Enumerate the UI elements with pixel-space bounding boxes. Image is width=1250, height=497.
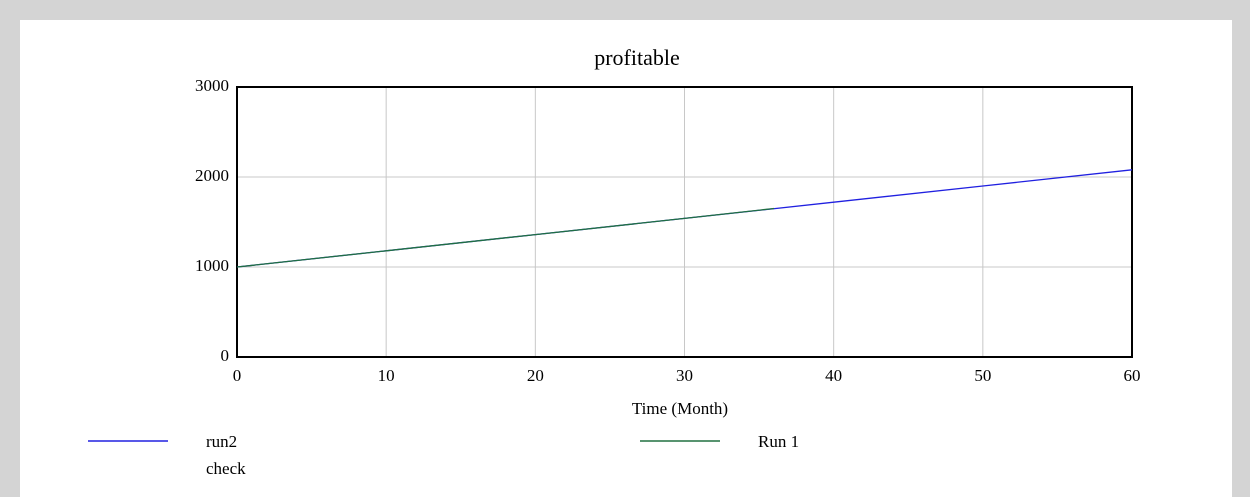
plot-frame bbox=[236, 86, 1133, 358]
y-tick-label: 0 bbox=[221, 346, 230, 365]
x-axis-label: Time (Month) bbox=[632, 399, 728, 418]
y-tick-label: 2000 bbox=[195, 166, 229, 185]
y-tick-label: 3000 bbox=[195, 76, 229, 95]
panel bbox=[20, 20, 1232, 497]
legend-label: run2 check bbox=[206, 432, 246, 478]
x-tick-label: 20 bbox=[527, 366, 544, 385]
x-tick-label: 0 bbox=[233, 366, 242, 385]
x-tick-label: 60 bbox=[1124, 366, 1141, 385]
chart-title: profitable bbox=[594, 45, 680, 70]
y-tick-label: 1000 bbox=[195, 256, 229, 275]
x-tick-label: 30 bbox=[676, 366, 693, 385]
x-tick-label: 50 bbox=[974, 366, 991, 385]
legend-label: Run 1 bbox=[758, 432, 800, 451]
x-tick-label: 10 bbox=[378, 366, 395, 385]
line-series bbox=[236, 207, 775, 268]
x-tick-label: 40 bbox=[825, 366, 842, 385]
